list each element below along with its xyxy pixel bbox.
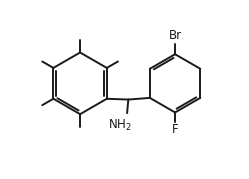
Text: Br: Br	[169, 29, 182, 42]
Text: NH$_2$: NH$_2$	[108, 118, 132, 133]
Text: F: F	[172, 123, 178, 136]
